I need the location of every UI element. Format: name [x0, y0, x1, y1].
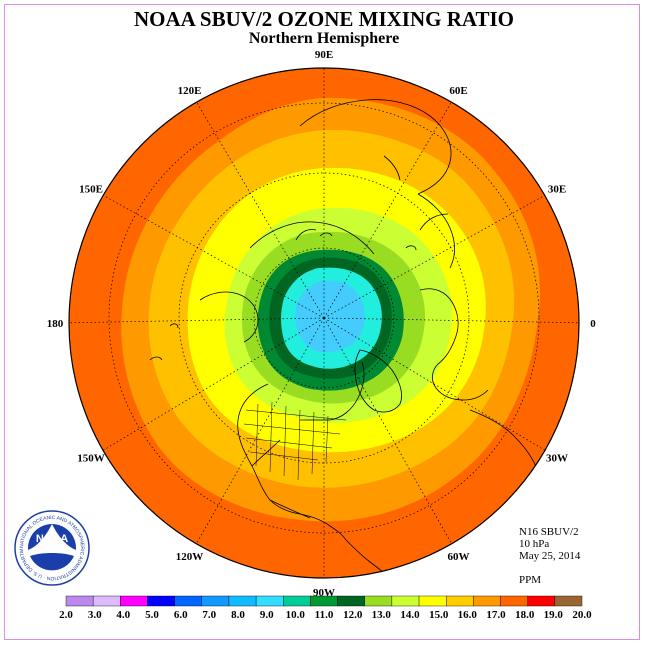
colorbar-swatch — [310, 595, 338, 607]
colorbar: 2.0 3.0 4.0 5.0 6.0 7.0 8.0 9.0 10.0 11.0 12.0 13.0… — [59, 595, 592, 621]
colorbar-label: 16.0 — [458, 609, 478, 621]
meridian-line — [323, 317, 457, 553]
colorbar-swatch — [201, 595, 230, 607]
meridian-line — [94, 317, 325, 456]
colorbar-label: 4.0 — [116, 609, 130, 621]
longitude-label: 30W — [546, 453, 568, 465]
colorbar-label: 8.0 — [231, 609, 245, 621]
coast-siberia — [249, 221, 375, 255]
info-satellite: N16 SBUV/2 — [519, 526, 579, 538]
colorbar-swatch — [418, 595, 447, 607]
info-level: 10 hPa — [519, 538, 550, 550]
colorbar-label: 19.0 — [544, 609, 564, 621]
colorbar-label: 18.0 — [515, 609, 535, 621]
colorbar-swatch — [65, 595, 94, 607]
colorbar-label: 7.0 — [202, 609, 216, 621]
colorbar-swatch — [228, 595, 257, 607]
coast-europe — [419, 288, 489, 401]
globe-outline — [68, 67, 580, 579]
longitude-label: 0 — [590, 318, 596, 330]
colorbar-label: 13.0 — [372, 609, 392, 621]
colorbar-label: 15.0 — [429, 609, 449, 621]
noaa-logo-text: NOAA — [36, 533, 68, 545]
colorbar-label: 11.0 — [315, 609, 334, 621]
longitude-label: 180 — [47, 318, 64, 330]
info-date: May 25, 2014 — [519, 550, 581, 562]
meridian-line — [69, 317, 325, 324]
field-9 — [295, 280, 365, 353]
graticule — [69, 68, 579, 578]
longitude-label: 120W — [176, 551, 204, 563]
coast-asia — [299, 99, 455, 269]
latitude-circle — [178, 172, 470, 464]
colorbar-label: 5.0 — [145, 609, 159, 621]
noaa-logo: NATIONAL OCEANIC AND ATMOSPHERIC ADMINIS… — [14, 510, 90, 586]
coast-usa-grid — [243, 401, 347, 481]
colorbar-swatch — [120, 595, 148, 607]
coast-islands — [149, 232, 417, 361]
latitude-circle — [253, 247, 395, 389]
meridian-line — [191, 93, 325, 319]
colorbar-label: 9.0 — [260, 609, 274, 621]
colorbar-label: 10.0 — [286, 609, 306, 621]
colorbar-label: 12.0 — [343, 609, 363, 621]
meridian-line — [323, 93, 457, 319]
colorbar-swatch — [147, 595, 175, 607]
longitude-label: 60W — [448, 551, 470, 563]
latitude-circle — [108, 102, 540, 534]
page-subtitle: Northern Hemisphere — [248, 30, 400, 47]
meridian-line — [191, 317, 325, 553]
coast-alaska — [199, 291, 259, 343]
longitude-label: 60E — [449, 85, 467, 97]
page-title: NOAA SBUV/2 OZONE MIXING RATIO — [134, 7, 514, 31]
info-units: PPM — [519, 574, 542, 586]
colorbar-swatch — [255, 595, 284, 607]
noaa-logo-lower-disk — [30, 553, 74, 571]
colorbar-label: 14.0 — [400, 609, 420, 621]
colorbar-swatch — [283, 595, 311, 607]
longitude-label: 150E — [79, 184, 103, 196]
meridian-line — [323, 317, 579, 324]
longitude-label: 90E — [315, 49, 333, 61]
colorbar-swatch — [92, 595, 121, 607]
longitude-label: 30E — [548, 184, 566, 196]
page-frame — [4, 4, 640, 640]
colorbar-label: 20.0 — [572, 609, 592, 621]
colorbar-swatch — [364, 595, 393, 607]
colorbar-swatch — [500, 595, 528, 607]
colorbar-label: 17.0 — [486, 609, 506, 621]
colorbar-swatch — [337, 595, 365, 607]
meridian-line — [323, 317, 554, 456]
colorbar-swatch — [391, 595, 420, 607]
colorbar-swatch — [174, 595, 202, 607]
longitude-label: 120E — [178, 85, 202, 97]
colorbar-label: 3.0 — [88, 609, 102, 621]
colorbar-swatch — [446, 595, 474, 607]
coast-greenland — [354, 349, 402, 413]
colorbar-label: 2.0 — [59, 609, 73, 621]
colorbar-label: 6.0 — [174, 609, 188, 621]
colorbar-swatch — [527, 595, 556, 607]
colorbar-swatch — [473, 595, 501, 607]
colorbar-swatch — [554, 595, 583, 607]
longitude-label: 150W — [77, 453, 105, 465]
